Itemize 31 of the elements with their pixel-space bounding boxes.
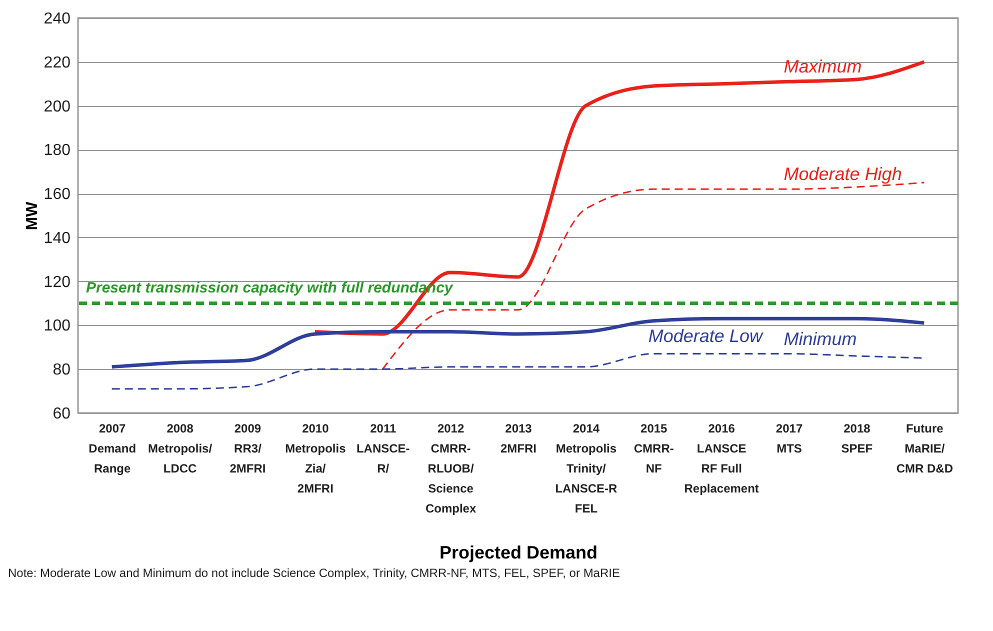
x-tick-label: 2010 Metropolis Zia/ 2MFRI bbox=[285, 422, 346, 496]
text: Note: Moderate Low and Minimum do not include Science Complex, Trinity, CMRR-NF, MTS, FEL, SPEF, or MaRIE bbox=[8, 566, 620, 580]
series-label: Moderate Low bbox=[648, 326, 764, 346]
y-tick-label: 180 bbox=[44, 142, 71, 160]
x-tick-label: 2008 Metropolis/ LDCC bbox=[148, 422, 213, 476]
x-tick-label: 2009 RR3/ 2MFRI bbox=[230, 422, 266, 476]
y-tick-label: 200 bbox=[44, 98, 71, 116]
x-tick-label: Future MaRIE/ CMR D&D bbox=[896, 422, 954, 476]
x-axis-title: Projected Demand bbox=[439, 542, 598, 562]
x-tick-label: 2013 2MFRI bbox=[500, 422, 536, 456]
x-tick-label: 2014 Metropolis Trinity/ LANSCE-R FEL bbox=[555, 422, 618, 516]
x-tick-label: 2017 MTS bbox=[776, 422, 803, 456]
y-tick-label: 120 bbox=[44, 274, 71, 291]
series-label: Maximum bbox=[784, 56, 862, 77]
x-tick-label: 2007 Demand Range bbox=[88, 422, 136, 476]
series-label: Moderate High bbox=[784, 164, 902, 184]
y-axis-title: MW bbox=[24, 200, 41, 230]
series-label: Minimum bbox=[784, 328, 857, 349]
y-tick-label: 60 bbox=[52, 406, 71, 422]
y-tick-label: 240 bbox=[44, 10, 71, 28]
y-tick-label: 140 bbox=[44, 230, 71, 247]
x-tick-label: 2015 CMRR- NF bbox=[634, 422, 674, 476]
y-tick-label: 220 bbox=[44, 54, 71, 72]
x-tick-label: 2018 SPEF bbox=[841, 422, 873, 456]
x-tick-label: 2011 LANSCE- R/ bbox=[356, 422, 410, 476]
y-tick-label: 100 bbox=[44, 318, 71, 335]
x-tick-label: 2016 LANSCE RF Full Replacement bbox=[684, 422, 759, 496]
y-tick-label: 80 bbox=[52, 362, 71, 379]
y-tick-label: 160 bbox=[44, 186, 71, 204]
x-tick-label: 2012 CMRR- RLUOB/ Science Complex bbox=[425, 422, 476, 516]
line-series bbox=[110, 316, 926, 369]
